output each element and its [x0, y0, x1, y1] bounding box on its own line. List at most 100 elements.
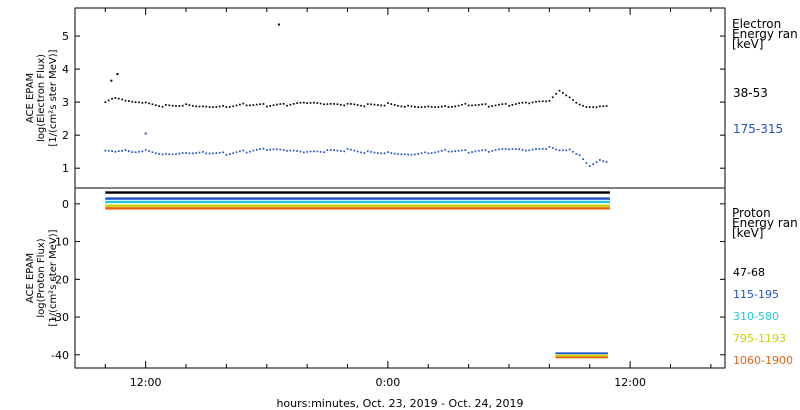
electron-point	[171, 104, 174, 107]
proton-legend-title-line: Proton	[732, 206, 771, 220]
electron-point	[151, 151, 154, 154]
electron-point	[501, 103, 504, 106]
electron-point	[242, 102, 245, 105]
electron-point	[545, 148, 547, 150]
electron-point	[128, 150, 130, 152]
electron-point	[326, 149, 329, 151]
electron-ytick-label: 2	[62, 129, 69, 142]
electron-point	[572, 150, 574, 153]
electron-point	[599, 159, 601, 161]
electron-point	[383, 104, 386, 107]
electron-point	[387, 151, 389, 153]
electron-ytick-label: 5	[62, 30, 69, 43]
electron-point	[360, 151, 362, 154]
electron-point	[484, 149, 487, 151]
x-tick-label: 12:00	[130, 376, 162, 389]
electron-point	[474, 104, 477, 107]
electron-point	[134, 101, 137, 104]
electron-point	[481, 149, 483, 152]
electron-point	[585, 106, 588, 108]
electron-point	[333, 103, 335, 105]
electron-ylabel-line: [1/(cm²s ster MeV)]	[48, 49, 59, 146]
electron-point	[178, 105, 181, 107]
electron-point	[107, 99, 110, 102]
electron-point	[424, 151, 426, 154]
electron-point	[582, 158, 584, 161]
electron-point	[302, 151, 305, 154]
electron-point	[121, 98, 124, 101]
electron-point	[175, 153, 177, 156]
electron-point	[191, 152, 194, 155]
electron-point	[161, 105, 164, 108]
electron-point	[558, 149, 561, 152]
electron-outlier-point	[110, 79, 113, 82]
electron-point	[343, 150, 346, 153]
electron-point	[239, 103, 241, 106]
electron-point	[265, 105, 268, 108]
electron-point	[232, 152, 235, 155]
electron-legend-entry: 38-53	[733, 86, 768, 100]
electron-legend-title-line: Electron	[732, 17, 781, 31]
electron-point	[572, 99, 574, 101]
proton-late-segment	[555, 352, 608, 355]
electron-point	[171, 153, 174, 156]
electron-point	[202, 151, 204, 153]
electron-point	[181, 104, 184, 107]
electron-point	[235, 104, 238, 107]
electron-point	[191, 104, 194, 107]
proton-ylabel-line: [1/(cm²s ster MeV)]	[48, 229, 59, 326]
electron-point	[538, 100, 541, 103]
electron-ytick-label: 3	[62, 96, 69, 109]
electron-point	[525, 101, 527, 104]
electron-point	[545, 100, 547, 103]
electron-ylabel-line: ACE EPAM	[25, 73, 36, 123]
electron-point	[444, 148, 446, 151]
electron-point	[363, 152, 366, 154]
proton-legend-entry: 47-68	[733, 266, 765, 279]
electron-point	[350, 148, 352, 151]
electron-point	[383, 152, 386, 155]
electron-point	[387, 102, 389, 104]
electron-point	[148, 150, 150, 152]
electron-point	[306, 151, 309, 153]
electron-point	[551, 96, 554, 99]
electron-point	[420, 106, 423, 108]
proton-legend-title-line: [keV]	[732, 226, 763, 240]
electron-point	[319, 102, 322, 105]
electron-point	[154, 104, 157, 107]
electron-point	[477, 149, 480, 152]
electron-point	[410, 105, 413, 108]
electron-point	[578, 103, 581, 106]
electron-point	[279, 103, 282, 105]
electron-point	[528, 149, 531, 152]
proton-legend-title-line: Energy ran	[732, 216, 798, 230]
electron-point	[161, 153, 164, 156]
electron-point	[538, 147, 541, 150]
electron-point	[464, 149, 467, 151]
electron-point	[313, 101, 315, 104]
electron-point	[198, 105, 201, 108]
electron-point	[376, 104, 379, 106]
electron-point	[521, 148, 524, 151]
proton-plot-frame	[74, 187, 726, 369]
electron-point	[178, 152, 181, 155]
electron-point	[471, 151, 473, 153]
electron-point	[111, 97, 113, 100]
electron-point	[165, 153, 167, 155]
electron-point	[599, 105, 601, 108]
electron-point	[259, 148, 261, 150]
electron-point	[333, 149, 335, 152]
electron-point	[141, 150, 144, 153]
electron-point	[276, 103, 278, 106]
proton-ylabel-line: ACE EPAM	[25, 253, 36, 303]
electron-point	[255, 148, 258, 151]
proton-legend-entry: 1060-1900	[733, 354, 793, 367]
electron-point	[222, 105, 224, 107]
electron-point	[107, 149, 110, 152]
electron-point	[138, 150, 140, 153]
electron-point	[531, 101, 534, 104]
electron-point	[185, 152, 187, 154]
electron-point	[111, 150, 113, 153]
electron-point	[165, 104, 167, 106]
